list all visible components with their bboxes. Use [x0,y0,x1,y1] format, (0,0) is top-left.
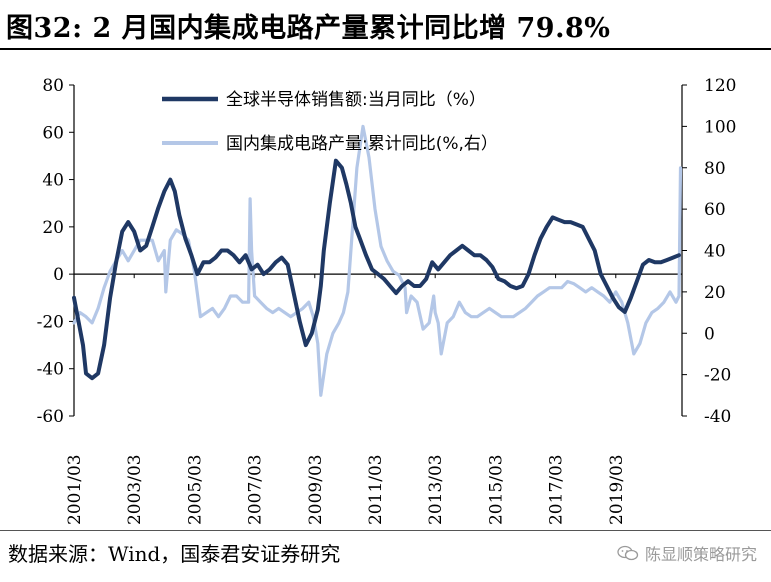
left-tick-label: 80 [42,76,64,96]
right-tick-label: -40 [704,407,731,427]
right-tick-label: 120 [704,76,736,96]
title-divider [0,48,771,50]
x-tick-label: 2017/03 [547,454,567,525]
data-source: 数据来源：Wind，国泰君安证券研究 [8,542,341,566]
legend-label-domestic: 国内集成电路产量:累计同比(%,右） [226,134,498,154]
x-tick-label: 2015/03 [486,454,506,525]
x-tick-label: 2005/03 [185,454,205,525]
right-tick-label: -20 [704,366,731,386]
chart-axes: -60 -40 -20 0 20 40 60 80 -40 -20 0 20 40 60 80 100 120 2… [37,76,737,525]
watermark: 陈显顺策略研究 [617,541,757,565]
chart-legend: 全球半导体销售额:当月同比（%） 国内集成电路产量:累计同比(%,右） [162,90,498,154]
x-tick-label: 2001/03 [65,454,85,525]
left-tick-label: 20 [42,218,64,238]
x-tick-label: 2003/03 [125,454,145,525]
right-tick-label: 60 [704,200,726,220]
line-chart: -60 -40 -20 0 20 40 60 80 -40 -20 0 20 40 60 80 100 120 2… [37,76,737,525]
x-tick-label: 2011/03 [366,454,386,525]
x-tick-label: 2007/03 [246,454,266,525]
right-tick-label: 80 [704,159,726,179]
x-tick-label: 2019/03 [607,454,627,525]
source-divider [0,530,771,531]
right-tick-label: 0 [704,324,715,344]
wechat-icon [617,545,639,561]
left-tick-label: -60 [37,407,64,427]
watermark-text: 陈显顺策略研究 [644,545,757,564]
x-tick-label: 2013/03 [426,454,446,525]
right-tick-label: 100 [704,117,736,137]
right-tick-label: 40 [704,242,726,262]
left-tick-label: -40 [37,360,64,380]
chart-title: 图32: 2 月国内集成电路产量累计同比增 79.8% [6,13,611,44]
series-layer [72,124,683,397]
left-tick-label: 60 [42,123,64,143]
left-tick-label: -20 [37,312,64,332]
left-tick-label: 40 [42,171,64,191]
x-tick-label: 2009/03 [306,454,326,525]
left-tick-label: 0 [53,265,64,285]
right-tick-label: 20 [704,283,726,303]
series-line-domestic-ic-output [72,124,683,397]
series-line-global-semiconductor-sales [72,158,681,381]
legend-label-global: 全球半导体销售额:当月同比（%） [226,90,486,110]
